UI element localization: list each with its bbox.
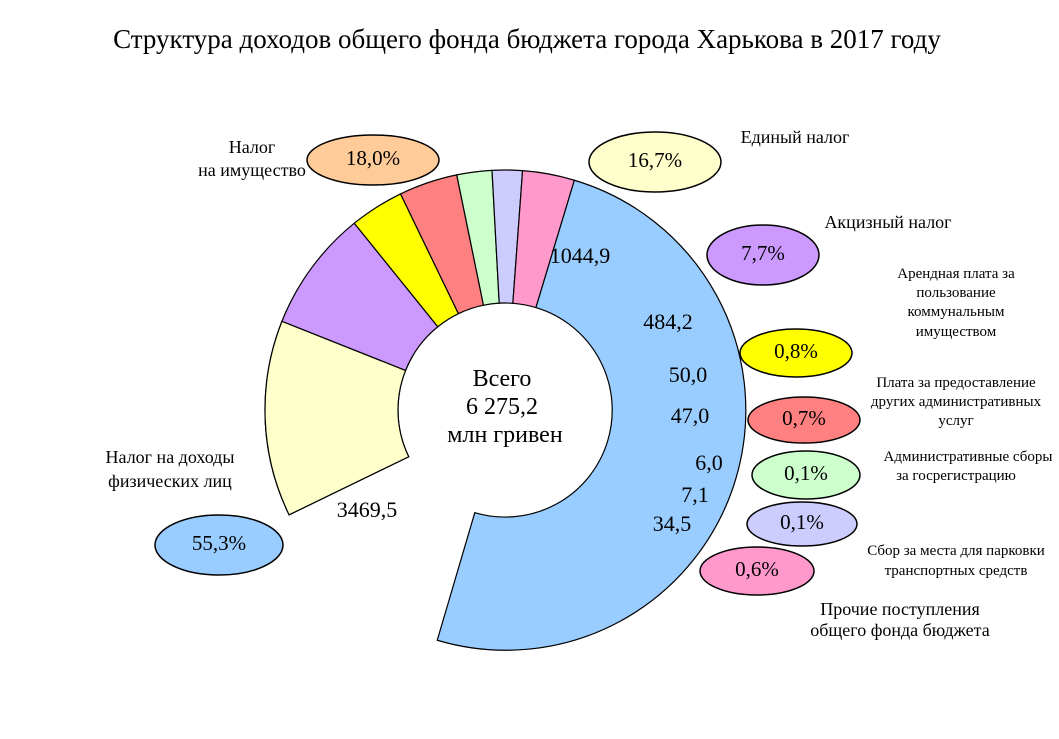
percent-bubble-8 — [699, 546, 815, 596]
value-label-4: 50,0 — [669, 362, 708, 387]
category-label-5: Плата за предоставление других администра… — [871, 375, 1042, 429]
category-label-7-line-2: транспортных средств — [885, 563, 1028, 579]
percent-label-3: 7,7% — [741, 241, 785, 265]
category-label-7-line-1: Сбор за места для парковки — [867, 543, 1045, 559]
slice-2 — [264, 320, 410, 516]
percent-label-1: 18,0% — [346, 146, 400, 170]
percent-bubble-5 — [747, 396, 861, 444]
category-label-9-line-2: физических лиц — [108, 471, 232, 491]
slice-labels: 18,0% Налог на имущество 1044,9 16,7% Единый … — [106, 127, 1053, 640]
percent-bubble-4 — [739, 328, 853, 378]
percent-bubble-1 — [306, 134, 440, 186]
category-label-2-line-1: Единый налог — [741, 127, 850, 147]
category-label-4-line-3: коммунальным — [908, 304, 1005, 320]
percent-bubble-9 — [154, 514, 284, 576]
percent-label-5: 0,7% — [782, 406, 826, 430]
category-label-1: Налог на имущество — [198, 137, 306, 180]
category-label-8-line-2: общего фонда бюджета — [810, 620, 990, 640]
category-label-2: Единый налог — [741, 127, 850, 147]
category-label-9-line-1: Налог на доходы — [106, 447, 235, 467]
category-label-8-line-1: Прочие поступления — [820, 599, 980, 619]
percent-label-6: 0,1% — [784, 461, 828, 485]
center-line-1: Всего — [473, 366, 532, 392]
category-label-5-line-3: услуг — [938, 413, 973, 429]
percent-label-8: 0,6% — [735, 557, 779, 581]
percent-label-4: 0,8% — [774, 339, 818, 363]
category-label-8: Прочие поступления общего фонда бюджета — [810, 599, 990, 640]
center-line-2: 6 275,2 — [466, 394, 538, 420]
category-label-4: Арендная плата за пользование коммунальным… — [897, 266, 1015, 340]
percent-label-9: 55,3% — [192, 531, 246, 555]
category-label-5-line-2: других административных — [871, 394, 1042, 410]
percent-bubble-7 — [746, 501, 858, 547]
value-label-9: 3469,5 — [337, 497, 398, 522]
value-label-8: 34,5 — [653, 511, 692, 536]
category-label-6: Административные сборы за госрегистрацию — [884, 449, 1053, 484]
category-label-9: Налог на доходы физических лиц — [106, 447, 235, 491]
category-label-4-line-4: имуществом — [916, 324, 997, 340]
value-label-7: 7,1 — [681, 482, 709, 507]
percent-bubble-3 — [706, 224, 820, 286]
category-label-3-line-1: Акцизный налог — [824, 212, 951, 232]
center-total: Всего 6 275,2 млн гривен — [447, 366, 563, 448]
category-label-6-line-2: за госрегистрацию — [896, 468, 1016, 484]
chart-title: Структура доходов общего фонда бюджета г… — [113, 24, 941, 54]
category-label-6-line-1: Административные сборы — [884, 449, 1053, 465]
value-label-6: 6,0 — [695, 450, 723, 475]
value-label-2: 1044,9 — [550, 243, 611, 268]
percent-label-2: 16,7% — [628, 148, 682, 172]
category-label-5-line-1: Плата за предоставление — [876, 375, 1036, 391]
slice-9 — [436, 179, 747, 651]
percent-bubble-2 — [588, 131, 722, 193]
percent-label-7: 0,1% — [780, 510, 824, 534]
donut-slices — [264, 169, 747, 651]
category-label-4-line-2: пользование — [916, 285, 996, 301]
category-label-3: Акцизный налог — [824, 212, 951, 232]
value-label-5: 47,0 — [671, 403, 710, 428]
percent-bubble-6 — [751, 450, 861, 500]
category-label-1-line-2: на имущество — [198, 160, 306, 180]
center-line-3: млн гривен — [447, 422, 563, 448]
category-label-4-line-1: Арендная плата за — [897, 266, 1015, 282]
category-label-1-line-1: Налог — [229, 137, 276, 157]
category-label-7: Сбор за места для парковки транспортных с… — [867, 543, 1045, 579]
value-label-3: 484,2 — [643, 309, 693, 334]
